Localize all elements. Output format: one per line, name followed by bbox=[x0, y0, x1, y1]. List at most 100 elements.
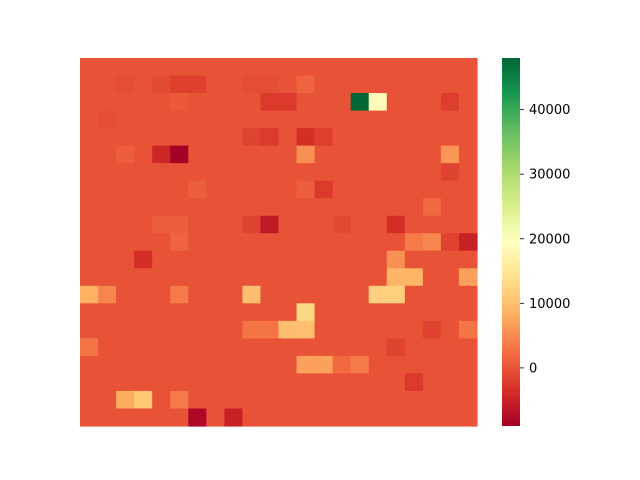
heatmap-cell bbox=[260, 198, 280, 217]
heatmap-cell bbox=[458, 110, 478, 129]
heatmap-cell bbox=[440, 338, 460, 357]
heatmap-cell bbox=[80, 58, 99, 77]
colorbar bbox=[502, 58, 520, 426]
heatmap-cell bbox=[332, 408, 352, 427]
heatmap-cell bbox=[260, 58, 280, 77]
heatmap-cell bbox=[296, 75, 316, 94]
heatmap-cell bbox=[368, 110, 388, 129]
heatmap-cell bbox=[458, 250, 478, 269]
heatmap-cell bbox=[206, 285, 225, 304]
heatmap-cell bbox=[242, 163, 262, 182]
heatmap-cell bbox=[224, 198, 244, 217]
heatmap-cell bbox=[296, 198, 316, 217]
heatmap-cell bbox=[170, 180, 189, 199]
heatmap-cell bbox=[440, 110, 460, 129]
heatmap-cell bbox=[260, 303, 280, 322]
heatmap-cell bbox=[170, 285, 189, 304]
heatmap-cell bbox=[152, 215, 171, 234]
heatmap-cell bbox=[134, 215, 153, 234]
heatmap-cell bbox=[80, 320, 99, 339]
heatmap-cell bbox=[404, 338, 424, 357]
heatmap-cell bbox=[260, 75, 280, 94]
heatmap-cell bbox=[242, 233, 262, 252]
heatmap-cell bbox=[80, 373, 99, 392]
heatmap-cell bbox=[314, 93, 334, 112]
heatmap-cell bbox=[350, 250, 370, 269]
heatmap-cell bbox=[152, 285, 171, 304]
heatmap-cell bbox=[224, 373, 244, 392]
heatmap-cell bbox=[224, 408, 244, 427]
heatmap-cell bbox=[422, 93, 442, 112]
heatmap-cell bbox=[152, 75, 171, 94]
heatmap-cell bbox=[80, 250, 99, 269]
heatmap-cell bbox=[224, 215, 244, 234]
heatmap-cell bbox=[206, 163, 225, 182]
heatmap-cell bbox=[134, 180, 153, 199]
heatmap-cell bbox=[404, 198, 424, 217]
heatmap-cell bbox=[296, 355, 316, 375]
heatmap-cell bbox=[152, 233, 171, 252]
heatmap-cell bbox=[350, 320, 370, 339]
heatmap-cell bbox=[422, 198, 442, 217]
heatmap-cell bbox=[260, 215, 280, 234]
heatmap-cell bbox=[116, 355, 135, 375]
heatmap-cell bbox=[224, 285, 244, 304]
heatmap-cell bbox=[188, 373, 207, 392]
heatmap-cell bbox=[332, 215, 352, 234]
heatmap-cell bbox=[170, 145, 189, 164]
heatmap-cell bbox=[206, 75, 225, 94]
heatmap-cell bbox=[98, 268, 117, 287]
heatmap-cell bbox=[350, 93, 370, 112]
heatmap-cell bbox=[314, 250, 334, 269]
heatmap-cell bbox=[278, 233, 298, 252]
heatmap-cell bbox=[314, 163, 334, 182]
heatmap-cell bbox=[206, 355, 225, 375]
heatmap-cell bbox=[350, 233, 370, 252]
heatmap-cell bbox=[98, 93, 117, 112]
heatmap-cell bbox=[134, 163, 153, 182]
heatmap-cell bbox=[458, 75, 478, 94]
heatmap-cell bbox=[458, 233, 478, 252]
heatmap-cell bbox=[458, 408, 478, 427]
heatmap-cell bbox=[386, 320, 406, 339]
heatmap-cell bbox=[404, 355, 424, 375]
heatmap-cell bbox=[188, 268, 207, 287]
heatmap-cell bbox=[152, 408, 171, 427]
heatmap-cell bbox=[386, 390, 406, 410]
heatmap-cell bbox=[278, 180, 298, 199]
heatmap-cell bbox=[422, 145, 442, 164]
heatmap-cell bbox=[134, 285, 153, 304]
heatmap-cell bbox=[188, 233, 207, 252]
heatmap-cell bbox=[404, 215, 424, 234]
heatmap-cell bbox=[314, 373, 334, 392]
heatmap-cell bbox=[386, 285, 406, 304]
heatmap-cell bbox=[80, 145, 99, 164]
heatmap-cell bbox=[116, 303, 135, 322]
heatmap-cell bbox=[242, 408, 262, 427]
heatmap-cell bbox=[80, 355, 99, 375]
heatmap-cell bbox=[134, 58, 153, 77]
heatmap-cell bbox=[404, 285, 424, 304]
heatmap-cell bbox=[440, 215, 460, 234]
heatmap-cell bbox=[242, 93, 262, 112]
heatmap-cell bbox=[314, 390, 334, 410]
heatmap-cell bbox=[170, 58, 189, 77]
heatmap-cell bbox=[458, 93, 478, 112]
heatmap-cell bbox=[422, 58, 442, 77]
heatmap-cell bbox=[152, 303, 171, 322]
heatmap-cell bbox=[188, 303, 207, 322]
heatmap-cell bbox=[458, 215, 478, 234]
heatmap-cell bbox=[188, 145, 207, 164]
heatmap-cell bbox=[260, 355, 280, 375]
heatmap-cell bbox=[206, 180, 225, 199]
heatmap-cell bbox=[440, 285, 460, 304]
heatmap-cell bbox=[170, 110, 189, 129]
heatmap-cell bbox=[116, 128, 135, 147]
heatmap-cell bbox=[206, 198, 225, 217]
colorbar-tick-label: 0 bbox=[529, 361, 537, 376]
heatmap-cell bbox=[296, 215, 316, 234]
heatmap-cell bbox=[422, 303, 442, 322]
heatmap-cell bbox=[386, 128, 406, 147]
heatmap-cell bbox=[440, 128, 460, 147]
heatmap-cell bbox=[386, 233, 406, 252]
